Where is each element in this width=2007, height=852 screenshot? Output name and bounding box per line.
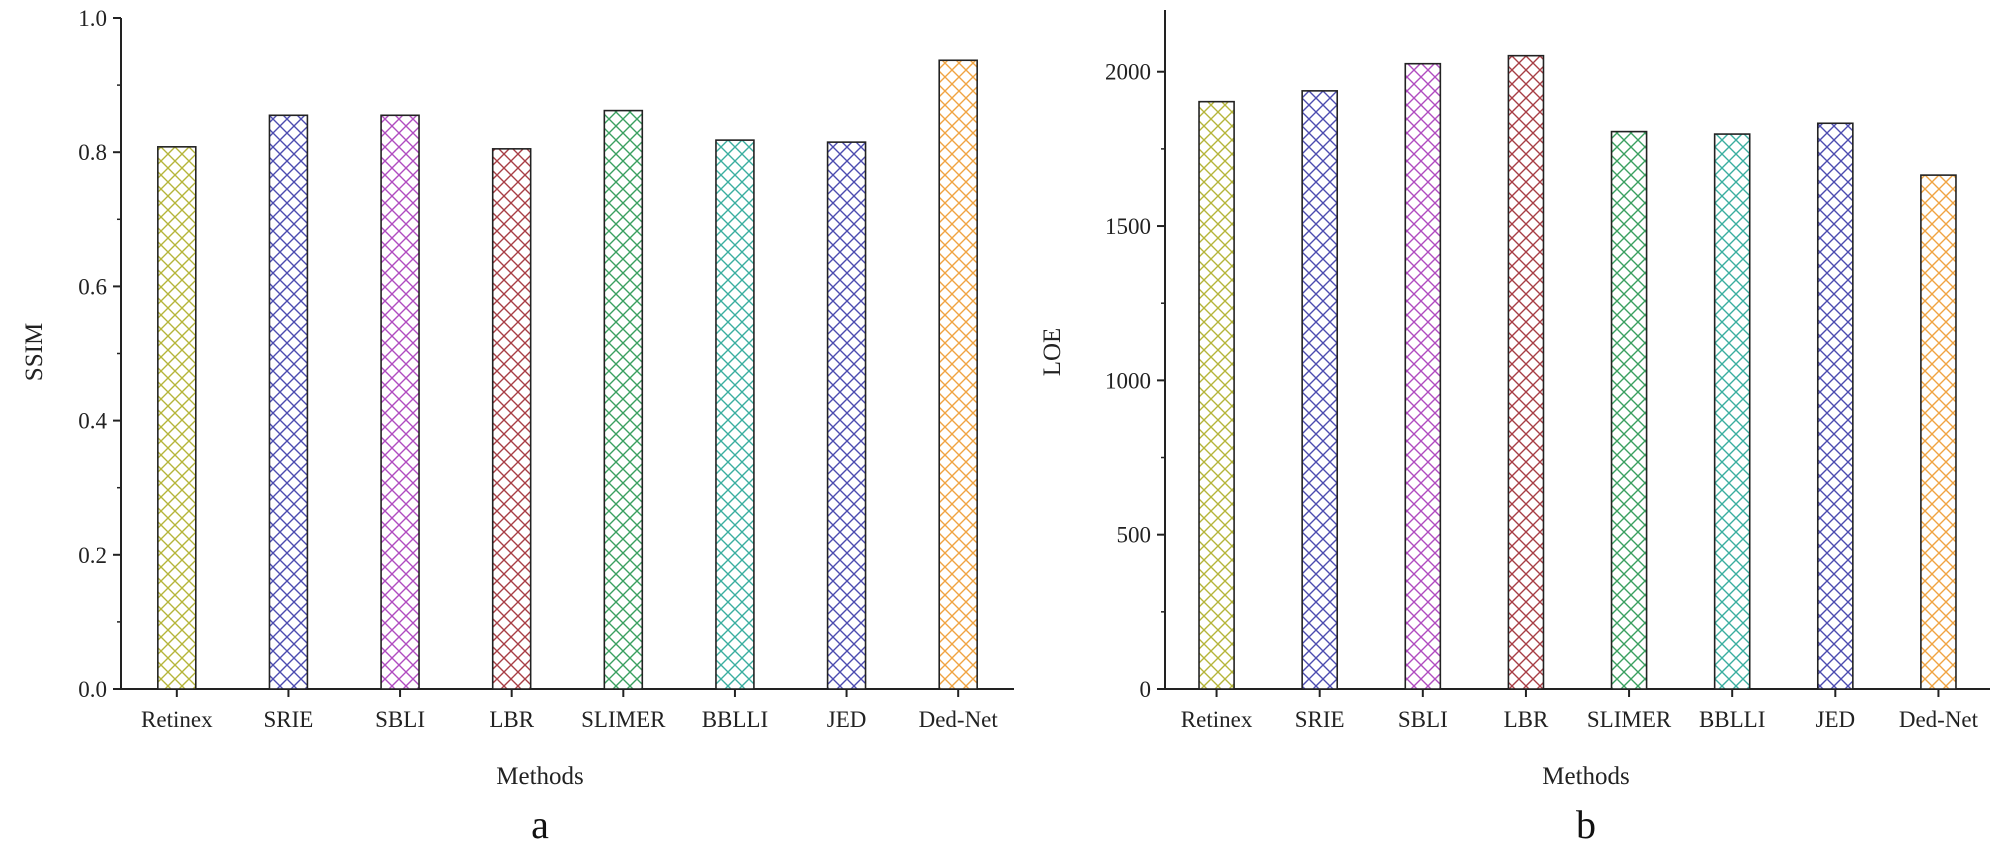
x-axis-title-b: Methods bbox=[1542, 763, 1630, 790]
x-tick-label: Retinex bbox=[1181, 707, 1253, 732]
x-tick-label: SBLI bbox=[375, 707, 425, 732]
bar-jed bbox=[826, 141, 867, 690]
chart-panel-a: a Methods SSIM 0.0 0.2 0.4 0.6 0.8 1.0 Retinex… bbox=[21, 6, 1014, 847]
bar-ded-net bbox=[938, 59, 978, 690]
y-tick-label: 0.6 bbox=[78, 274, 107, 299]
bar-slimer bbox=[603, 109, 644, 690]
x-tick-label: Ded-Net bbox=[919, 707, 999, 732]
x-tick-label: LBR bbox=[1504, 707, 1549, 732]
y-tick-label: 0.8 bbox=[78, 140, 107, 165]
y-tick-label: 1500 bbox=[1105, 214, 1151, 239]
bar-ded-net bbox=[1920, 174, 1957, 690]
x-axis-title-a: Methods bbox=[496, 763, 584, 790]
bar-srie bbox=[268, 114, 309, 690]
bar-jed bbox=[1816, 122, 1854, 690]
bar-sbli bbox=[380, 114, 420, 690]
y-tick-label: 0 bbox=[1140, 677, 1152, 702]
panel-label-b: b bbox=[1576, 802, 1596, 847]
x-tick-label: LBR bbox=[489, 707, 534, 732]
x-tick-label: Ded-Net bbox=[1899, 707, 1979, 732]
x-tick-label: SRIE bbox=[1295, 707, 1345, 732]
x-tick-label: JED bbox=[1816, 707, 1856, 732]
y-axis-title-a: SSIM bbox=[21, 323, 48, 381]
bar-retinex bbox=[1198, 100, 1235, 690]
bar-lbr bbox=[491, 148, 532, 690]
x-tick-label: BBLLI bbox=[1699, 707, 1765, 732]
x-tick-label: JED bbox=[827, 707, 867, 732]
bar-sbli bbox=[1404, 62, 1442, 690]
bar-lbr bbox=[1507, 54, 1545, 690]
y-tick-label: 1000 bbox=[1105, 368, 1151, 393]
x-tick-label: SLIMER bbox=[1587, 707, 1672, 732]
x-tick-label: BBLLI bbox=[702, 707, 768, 732]
bar-retinex bbox=[157, 146, 197, 690]
x-tick-label: Retinex bbox=[141, 707, 213, 732]
y-tick-label: 2000 bbox=[1105, 60, 1151, 85]
y-tick-label: 0.0 bbox=[78, 677, 107, 702]
bar-bblli bbox=[715, 139, 755, 690]
bar-srie bbox=[1301, 90, 1339, 690]
y-tick-label: 500 bbox=[1117, 523, 1152, 548]
x-tick-label: SLIMER bbox=[581, 707, 666, 732]
x-tick-label: SBLI bbox=[1398, 707, 1448, 732]
y-tick-label: 1.0 bbox=[78, 6, 107, 31]
bar-bblli bbox=[1713, 133, 1751, 690]
y-axis-title-b: LOE bbox=[1039, 328, 1066, 377]
x-tick-label: SRIE bbox=[264, 707, 314, 732]
y-tick-label: 0.2 bbox=[78, 543, 107, 568]
panel-label-a: a bbox=[531, 802, 549, 847]
chart-panel-b: b Methods LOE 0 500 1000 1500 2000 Retinex SRI… bbox=[1039, 10, 1990, 847]
y-tick-label: 0.4 bbox=[78, 409, 107, 434]
bar-slimer bbox=[1610, 130, 1648, 690]
